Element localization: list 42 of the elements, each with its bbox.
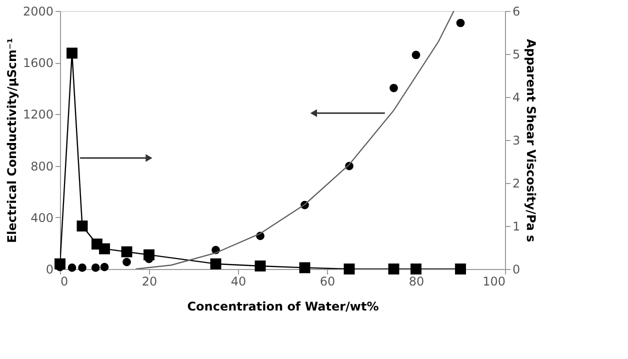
point — [410, 264, 422, 274]
point — [455, 264, 466, 274]
point — [388, 264, 400, 274]
point — [122, 258, 131, 266]
y-tick-label: 0 — [46, 262, 54, 276]
x-tick-label: 80 — [408, 274, 424, 288]
x-tick-label: 0 — [60, 274, 68, 288]
x-axis-title: Concentration of Water/wt% — [187, 300, 379, 314]
point — [299, 262, 310, 274]
point — [254, 260, 266, 272]
x-tick-label: 20 — [142, 274, 158, 288]
point — [121, 246, 132, 258]
y2-tick-label: 3 — [512, 134, 520, 148]
y2-tick-label: 2 — [512, 176, 520, 190]
point — [68, 264, 76, 272]
point — [412, 50, 420, 60]
x-tick-label: 40 — [230, 274, 246, 288]
point — [99, 243, 110, 254]
y-tick-label: 400 — [30, 210, 54, 225]
y2-axis-title: Apparent Shear Viscosity/Pa s — [524, 38, 538, 242]
y2-tick-label: 0 — [512, 262, 520, 276]
point — [91, 264, 100, 272]
point — [344, 264, 355, 274]
point — [390, 84, 398, 92]
point — [100, 262, 109, 272]
point — [456, 18, 465, 28]
y-tick-label: 1600 — [22, 56, 54, 70]
point — [78, 264, 86, 272]
line-series — [135, 11, 454, 269]
point — [66, 48, 78, 59]
y2-tick-label: 1 — [512, 220, 520, 234]
point — [210, 258, 222, 270]
y-axis-title: Electrical Conductivity/μScm⁻¹ — [4, 38, 19, 244]
y-tick-label: 1200 — [22, 108, 54, 122]
x-tick-label: 100 — [482, 274, 506, 288]
x-tick-label: 60 — [320, 274, 336, 288]
y2-tick-label: 4 — [512, 90, 520, 104]
y2-tick-label: 5 — [512, 48, 520, 62]
y-tick-label: 2000 — [22, 4, 54, 18]
y-tick-label: 800 — [30, 159, 54, 174]
y2-tick-label: 6 — [512, 4, 520, 18]
point — [76, 220, 88, 232]
